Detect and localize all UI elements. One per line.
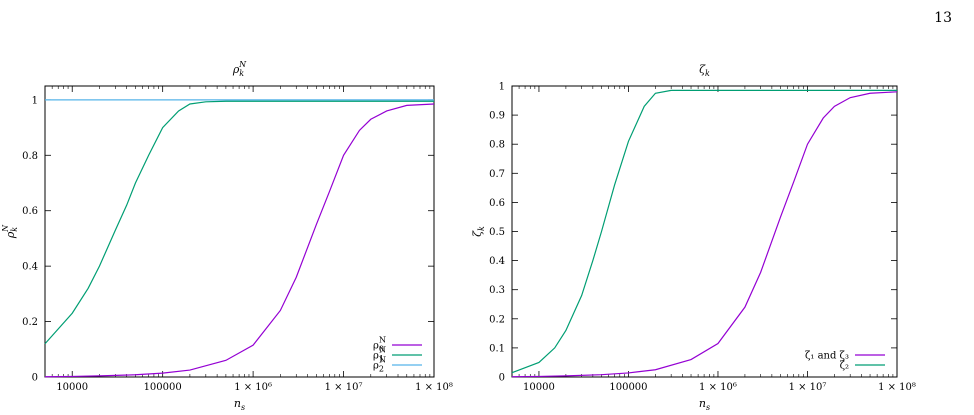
x-tick-label: 1 × 10⁸: [878, 382, 916, 393]
legend-entry: ζ₁ and ζ₃: [805, 351, 849, 362]
y-tick-label: 0.4: [489, 256, 505, 267]
legend-entry: ζ₂: [840, 361, 849, 372]
y-tick-label: 0.9: [489, 111, 505, 122]
y-tick-label: 0.8: [22, 151, 38, 162]
y-axis-label: ρkN: [1, 224, 19, 239]
x-tick-label: 1 × 10⁷: [325, 382, 363, 393]
y-tick-label: 0: [499, 373, 505, 384]
x-tick-label: 100000: [609, 382, 647, 393]
x-tick-label: 10000: [56, 382, 88, 393]
chart-right: 10000 100000 1 × 10⁶ 1 × 10⁷ 1 × 10⁸ 0 0.1 0.2 0…: [471, 63, 916, 412]
y-tick-label: 0.6: [489, 198, 505, 209]
legend-entry: ρ1N: [373, 346, 386, 364]
series-line-1: [511, 89, 897, 374]
x-tick-label: 10000: [523, 382, 555, 393]
legend-entry: ρ2N: [373, 356, 386, 374]
y-axis-label: ζk: [471, 226, 486, 237]
legend-entry: ρ0N: [373, 336, 386, 354]
x-tick-label: 1 × 10⁶: [699, 382, 737, 393]
y-tick-label: 0.6: [22, 206, 38, 217]
chart-left: 10000 100000 1 × 10⁶ 1 × 10⁷ 1 × 10⁸ 0 0.2 0.4 0…: [1, 60, 453, 412]
series-line-0: [44, 103, 435, 378]
y-tick-label: 0.3: [489, 285, 505, 296]
y-tick-label: 0: [32, 373, 38, 384]
series-line-0: [511, 91, 898, 378]
plot-frame: [44, 85, 435, 378]
plot-frame: [511, 85, 898, 378]
y-tick-label: 1: [32, 95, 38, 106]
series-line-1: [44, 100, 434, 345]
y-tick-label: 0.2: [22, 317, 38, 328]
x-tick-label: 1 × 10⁶: [234, 382, 272, 393]
chart-title: ζk: [699, 63, 710, 78]
x-axis-label: ns: [234, 397, 245, 412]
y-tick-label: 0.1: [489, 343, 505, 354]
y-tick-label: 0.2: [489, 314, 505, 325]
y-tick-label: 1: [499, 82, 505, 93]
x-tick-label: 100000: [144, 382, 182, 393]
x-tick-label: 1 × 10⁷: [789, 382, 827, 393]
page-number: 13: [934, 10, 952, 26]
chart-title: ρkN: [232, 60, 247, 78]
y-axis-label-group: ρkN: [1, 224, 19, 239]
y-tick-label: 0.7: [489, 169, 505, 180]
y-tick-label: 0.5: [489, 227, 505, 238]
y-tick-label: 0.8: [489, 140, 505, 151]
x-axis-label: ns: [699, 397, 710, 412]
y-axis-label-group: ζk: [471, 226, 486, 237]
y-tick-label: 0.4: [22, 262, 38, 273]
x-tick-label: 1 × 10⁸: [415, 382, 453, 393]
